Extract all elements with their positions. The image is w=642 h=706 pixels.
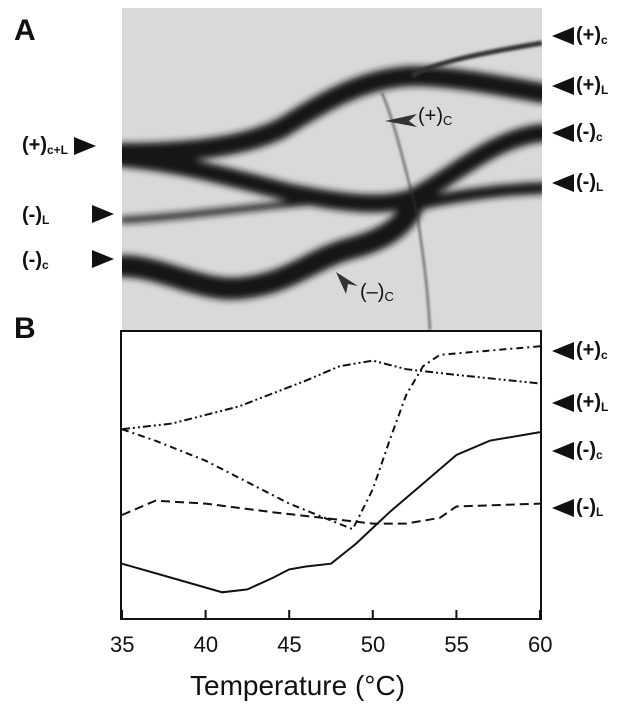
label-main: (+) — [576, 24, 601, 46]
arrowhead-icon — [73, 136, 96, 155]
label-sub: L — [41, 213, 50, 227]
label-main: (-) — [22, 249, 42, 271]
arrowhead-icon — [552, 441, 574, 460]
arrowhead-icon — [552, 498, 574, 517]
arrowhead-icon — [552, 393, 574, 412]
series-line-1 — [121, 359, 541, 431]
plot-frame — [120, 330, 542, 620]
arrowhead-icon — [92, 250, 114, 268]
chart-right-label-minus-c: (-)c — [552, 440, 603, 461]
label-sub: L — [601, 400, 609, 414]
melting-chart — [120, 330, 542, 620]
x-tick-label: 60 — [528, 632, 553, 657]
arrowhead-icon — [552, 76, 574, 95]
label-main: (-) — [576, 496, 596, 518]
chart-right-label-plus-c: (+)c — [552, 340, 608, 361]
label-sub: c — [595, 448, 603, 462]
gel-inset-label-plus-c: (+)C — [418, 106, 452, 127]
arrowhead-icon — [552, 341, 574, 360]
label-sub: C — [443, 113, 453, 128]
gel-left-label-minus-c: (-)c — [22, 250, 49, 271]
label-main: (+) — [576, 74, 601, 96]
inset-arrow-minus-c-icon — [336, 272, 358, 294]
gel-left-label-plus-cl: (+)c+L — [22, 135, 96, 156]
x-tick-label: 35 — [110, 632, 135, 657]
series-line-0 — [121, 345, 541, 531]
inset-arrow-plus-c-icon — [385, 114, 417, 127]
label-sub: c — [601, 33, 608, 47]
x-tick-label: 40 — [193, 632, 219, 657]
arrowhead-icon — [552, 26, 574, 45]
label-sub: L — [595, 180, 604, 194]
label-main: (-) — [22, 204, 42, 226]
x-axis-title: Temperature (°C) — [190, 670, 406, 701]
label-sub: c — [601, 348, 608, 362]
label-sub: c — [595, 130, 603, 144]
x-tick-label: 55 — [444, 632, 469, 657]
series-line-3 — [121, 499, 541, 525]
gel-right-label-plus-c: (+)c — [552, 25, 608, 46]
label-sub: L — [601, 83, 609, 97]
label-main: (+) — [22, 134, 47, 156]
gel-right-label-plus-l: (+)L — [552, 75, 608, 96]
label-main: (+) — [576, 339, 601, 361]
label-main: (+) — [418, 105, 443, 127]
arrowhead-icon — [552, 123, 574, 142]
x-tick-label: 45 — [277, 632, 302, 657]
gel-left-label-minus-l: (-)L — [22, 205, 49, 226]
label-sub: C — [384, 289, 394, 304]
gel-inset-label-minus-c: (–)C — [360, 282, 394, 303]
x-tick-label: 50 — [360, 632, 386, 657]
label-main: (+) — [576, 391, 601, 413]
gel-right-label-minus-c: (-)c — [552, 122, 603, 143]
chart-right-label-minus-l: (-)L — [552, 497, 603, 518]
gel-right-label-minus-l: (-)L — [552, 172, 603, 193]
arrowhead-icon — [552, 173, 574, 192]
label-main: (-) — [576, 439, 596, 461]
gel-image — [122, 8, 542, 330]
label-sub: c+L — [47, 143, 69, 157]
panel-b-letter: B — [14, 312, 36, 345]
panel-a-letter: A — [14, 14, 36, 47]
label-main: (-) — [576, 171, 596, 193]
chart-right-label-plus-l: (+)L — [552, 392, 608, 413]
label-sub: L — [595, 505, 604, 519]
label-main: (-) — [576, 121, 596, 143]
arrowhead-icon — [92, 205, 114, 223]
series-line-2 — [121, 431, 541, 594]
label-sub: c — [41, 258, 49, 272]
label-main: (–) — [360, 281, 385, 303]
